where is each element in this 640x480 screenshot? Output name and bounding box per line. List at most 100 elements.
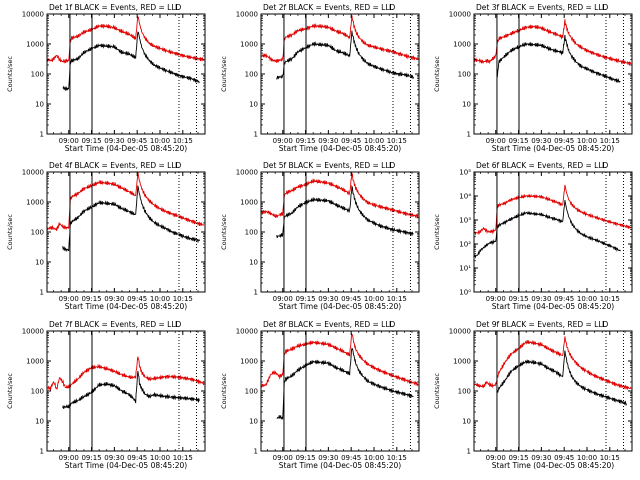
legend-mark: L — [389, 161, 394, 170]
x-axis-label: Start Time (04-Dec-05 08:45:20) — [492, 144, 614, 153]
x-tick-label: 09:15 — [295, 454, 315, 462]
y-tick-label: 10 — [462, 101, 471, 109]
x-tick-label: 09:45 — [341, 295, 361, 303]
y-tick-label: 10000 — [22, 328, 44, 336]
chart-title: Det 8f BLACK = Events, RED = LLD — [263, 320, 396, 329]
x-tick-label: 10:15 — [600, 454, 620, 462]
y-tick-label: 1 — [254, 289, 258, 297]
y-tick-label: 1000 — [240, 358, 258, 366]
x-axis-label: Start Time (04-Dec-05 08:45:20) — [65, 144, 187, 153]
legend-mark: L — [602, 161, 607, 170]
x-tick-label: 09:15 — [508, 137, 528, 145]
x-tick-label: 09:15 — [295, 137, 315, 145]
lld-series-line — [261, 333, 419, 388]
x-tick-label: 09:00 — [59, 295, 79, 303]
x-tick-label: 09:00 — [486, 137, 506, 145]
x-axis-label: Start Time (04-Dec-05 08:45:20) — [279, 144, 401, 153]
events-series-line — [474, 200, 621, 259]
x-axis-label: Start Time (04-Dec-05 08:45:20) — [279, 461, 401, 470]
y-tick-label: 1 — [40, 448, 44, 456]
events-series-line — [62, 185, 200, 253]
x-tick-label: 10:00 — [577, 454, 597, 462]
y-axis-label: Counts/sec — [433, 56, 441, 92]
lld-series-line — [474, 184, 632, 236]
x-tick-label: 10:00 — [364, 454, 384, 462]
legend-mark: L — [602, 3, 607, 12]
x-tick-label: 10:15 — [173, 295, 193, 303]
x-tick-label: 10:15 — [600, 137, 620, 145]
legend-mark: L — [602, 320, 607, 329]
y-tick-label: 10000 — [236, 328, 258, 336]
y-tick-label: 100 — [458, 71, 471, 79]
y-tick-label: 1000 — [240, 41, 258, 49]
chart-title: Det 7f BLACK = Events, RED = LLD — [49, 320, 182, 329]
y-tick-label: 100 — [31, 229, 44, 237]
chart-title: Det 4f BLACK = Events, RED = LLD — [49, 161, 182, 170]
x-tick-label: 09:15 — [81, 295, 101, 303]
y-axis-label: Counts/sec — [433, 214, 441, 250]
x-tick-label: 10:00 — [150, 137, 170, 145]
x-tick-label: 09:45 — [554, 137, 574, 145]
y-tick-label: 10 — [249, 101, 258, 109]
x-tick-label: 09:30 — [104, 295, 124, 303]
y-tick-label: 100 — [31, 388, 44, 396]
x-tick-label: 09:30 — [318, 295, 338, 303]
lld-series-line — [474, 19, 632, 66]
x-tick-label: 09:45 — [341, 454, 361, 462]
x-tick-label: 09:00 — [486, 454, 506, 462]
y-tick-label: 1000 — [26, 41, 44, 49]
y-tick-label: 1 — [254, 131, 258, 139]
y-axis-label: Counts/sec — [220, 56, 228, 92]
events-series-line — [276, 347, 414, 420]
y-axis-label: Counts/sec — [6, 214, 14, 250]
y-tick-label: 100 — [245, 71, 258, 79]
x-tick-label: 10:00 — [150, 295, 170, 303]
x-tick-label: 09:45 — [341, 137, 361, 145]
y-tick-label: 1000 — [240, 199, 258, 207]
events-series-line — [62, 370, 200, 410]
lld-series-line — [47, 16, 205, 64]
x-tick-label: 09:45 — [127, 295, 147, 303]
x-axis-label: Start Time (04-Dec-05 08:45:20) — [492, 302, 614, 311]
x-tick-label: 09:00 — [59, 454, 79, 462]
y-tick-label: 10 — [462, 418, 471, 426]
x-tick-label: 09:45 — [554, 295, 574, 303]
y-tick-label: 10⁰ — [459, 289, 471, 297]
y-tick-label: 1000 — [26, 199, 44, 207]
lld-series-line — [47, 356, 205, 391]
y-tick-label: 1 — [467, 131, 471, 139]
x-tick-label: 09:45 — [554, 454, 574, 462]
x-tick-label: 09:00 — [273, 454, 293, 462]
x-axis-label: Start Time (04-Dec-05 08:45:20) — [65, 461, 187, 470]
y-axis-label: Counts/sec — [6, 56, 14, 92]
chart-title: Det 3f BLACK = Events, RED = LLD — [476, 3, 609, 12]
x-axis-label: Start Time (04-Dec-05 08:45:20) — [279, 302, 401, 311]
x-tick-label: 09:00 — [486, 295, 506, 303]
y-tick-label: 100 — [458, 388, 471, 396]
x-tick-label: 09:30 — [318, 454, 338, 462]
plot-frame — [260, 171, 420, 293]
y-tick-label: 1000 — [453, 41, 471, 49]
y-tick-label: 100 — [31, 71, 44, 79]
x-axis-label: Start Time (04-Dec-05 08:45:20) — [65, 302, 187, 311]
x-tick-label: 09:30 — [531, 137, 551, 145]
y-axis-label: Counts/sec — [433, 373, 441, 409]
x-tick-label: 10:15 — [600, 295, 620, 303]
x-tick-label: 09:15 — [508, 295, 528, 303]
y-tick-label: 10 — [249, 259, 258, 267]
x-tick-label: 09:15 — [295, 295, 315, 303]
legend-mark: L — [175, 161, 180, 170]
x-tick-label: 10:00 — [364, 295, 384, 303]
y-tick-label: 1000 — [26, 358, 44, 366]
legend-mark: L — [389, 320, 394, 329]
chart-title: Det 6f BLACK = Events, RED = LLD — [476, 161, 609, 170]
x-tick-label: 10:00 — [577, 137, 597, 145]
x-tick-label: 10:00 — [150, 454, 170, 462]
